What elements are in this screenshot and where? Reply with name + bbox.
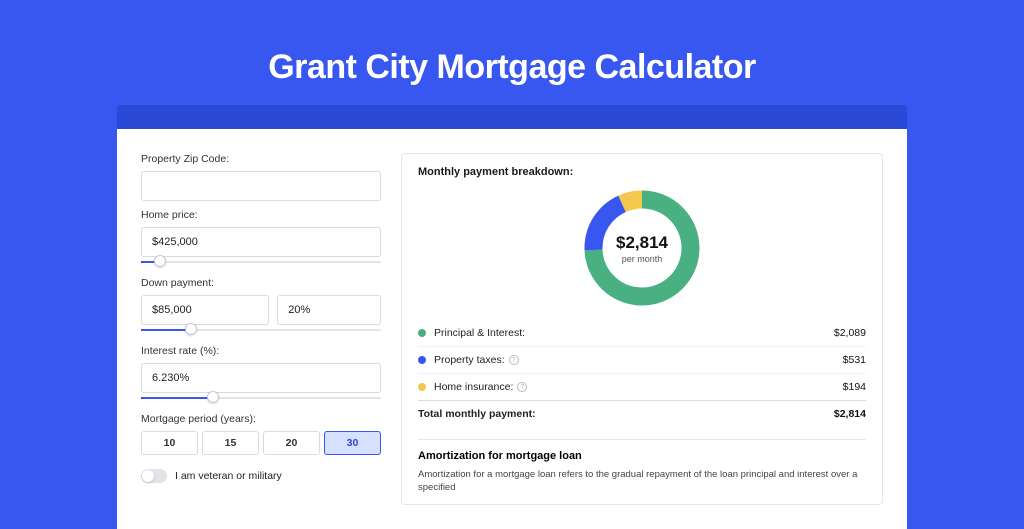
slider-thumb-home-price[interactable] bbox=[154, 255, 166, 267]
group-period: Mortgage period (years): 10152030 bbox=[141, 413, 381, 455]
legend-label: Home insurance:? bbox=[434, 381, 843, 393]
legend-value: $194 bbox=[843, 381, 866, 393]
period-buttons: 10152030 bbox=[141, 431, 381, 455]
group-veteran: I am veteran or military bbox=[141, 469, 381, 483]
group-home-price: Home price: bbox=[141, 209, 381, 269]
donut-container: $2,814 per month bbox=[418, 184, 866, 312]
group-interest: Interest rate (%): bbox=[141, 345, 381, 405]
calculator-card: Property Zip Code: Home price: Down paym… bbox=[117, 129, 907, 529]
group-down-payment: Down payment: bbox=[141, 277, 381, 337]
toggle-veteran[interactable] bbox=[141, 469, 167, 483]
breakdown-panel: Monthly payment breakdown: $2,814 per mo… bbox=[401, 153, 883, 505]
donut-sublabel: per month bbox=[622, 254, 663, 264]
legend-row: Property taxes:?$531 bbox=[418, 346, 866, 373]
period-btn-10[interactable]: 10 bbox=[141, 431, 198, 455]
total-value: $2,814 bbox=[834, 408, 866, 420]
input-down-payment-amount[interactable] bbox=[141, 295, 269, 325]
label-home-price: Home price: bbox=[141, 209, 381, 221]
group-zip: Property Zip Code: bbox=[141, 153, 381, 201]
amortization-section: Amortization for mortgage loan Amortizat… bbox=[418, 439, 866, 495]
legend-row-total: Total monthly payment:$2,814 bbox=[418, 400, 866, 427]
legend: Principal & Interest:$2,089Property taxe… bbox=[418, 320, 866, 427]
legend-label: Property taxes:? bbox=[434, 354, 843, 366]
period-btn-15[interactable]: 15 bbox=[202, 431, 259, 455]
input-home-price[interactable] bbox=[141, 227, 381, 257]
slider-thumb-interest[interactable] bbox=[207, 391, 219, 403]
toggle-knob bbox=[142, 470, 154, 482]
total-label: Total monthly payment: bbox=[418, 408, 834, 420]
legend-row: Principal & Interest:$2,089 bbox=[418, 320, 866, 346]
legend-value: $531 bbox=[843, 354, 866, 366]
donut-value: $2,814 bbox=[616, 233, 668, 253]
amortization-title: Amortization for mortgage loan bbox=[418, 450, 866, 462]
label-zip: Property Zip Code: bbox=[141, 153, 381, 165]
label-veteran: I am veteran or military bbox=[175, 470, 282, 482]
slider-home-price[interactable] bbox=[141, 255, 381, 269]
info-icon[interactable]: ? bbox=[509, 355, 519, 365]
legend-label: Principal & Interest: bbox=[434, 327, 834, 339]
legend-dot bbox=[418, 383, 426, 391]
label-down-payment: Down payment: bbox=[141, 277, 381, 289]
page-root: Grant City Mortgage Calculator Property … bbox=[0, 0, 1024, 512]
legend-dot bbox=[418, 356, 426, 364]
page-title: Grant City Mortgage Calculator bbox=[0, 48, 1024, 87]
form-panel: Property Zip Code: Home price: Down paym… bbox=[141, 153, 381, 505]
label-interest: Interest rate (%): bbox=[141, 345, 381, 357]
slider-down-payment[interactable] bbox=[141, 323, 381, 337]
label-period: Mortgage period (years): bbox=[141, 413, 381, 425]
donut-center: $2,814 per month bbox=[578, 184, 706, 312]
legend-dot bbox=[418, 329, 426, 337]
period-btn-30[interactable]: 30 bbox=[324, 431, 381, 455]
breakdown-title: Monthly payment breakdown: bbox=[418, 166, 866, 178]
donut-chart: $2,814 per month bbox=[578, 184, 706, 312]
input-interest[interactable] bbox=[141, 363, 381, 393]
legend-value: $2,089 bbox=[834, 327, 866, 339]
period-btn-20[interactable]: 20 bbox=[263, 431, 320, 455]
input-zip[interactable] bbox=[141, 171, 381, 201]
info-icon[interactable]: ? bbox=[517, 382, 527, 392]
input-down-payment-pct[interactable] bbox=[277, 295, 381, 325]
amortization-text: Amortization for a mortgage loan refers … bbox=[418, 468, 866, 495]
legend-row: Home insurance:?$194 bbox=[418, 373, 866, 400]
slider-thumb-down-payment[interactable] bbox=[185, 323, 197, 335]
slider-interest[interactable] bbox=[141, 391, 381, 405]
